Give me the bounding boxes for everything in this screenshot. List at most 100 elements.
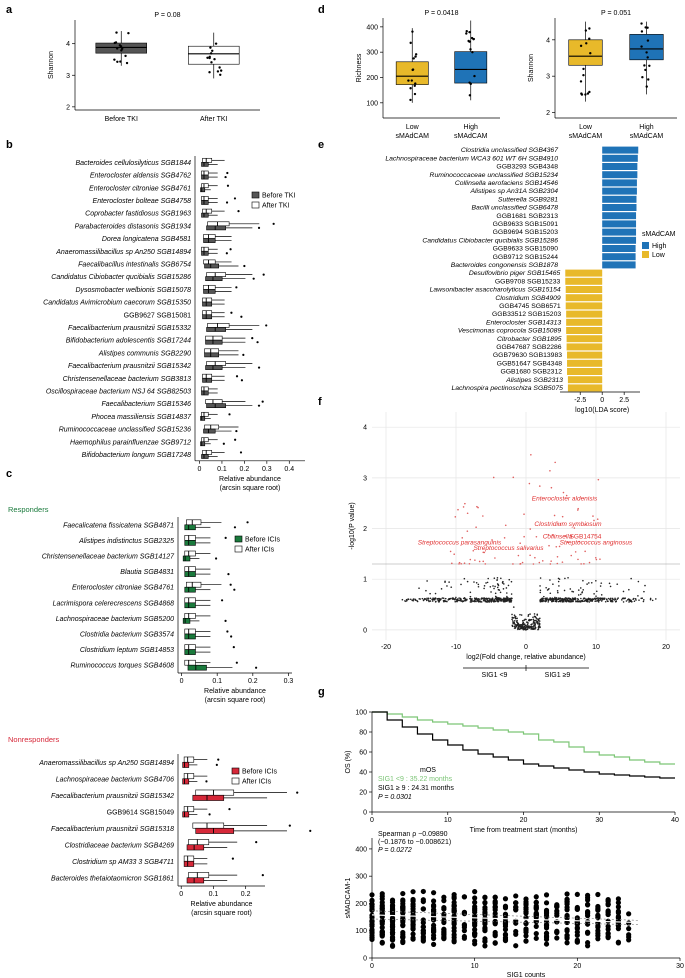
- panel-b-box-before: [200, 187, 206, 193]
- panel-f-point: [559, 523, 562, 525]
- panel-c-nonresponders-box-before: [192, 794, 225, 801]
- panel-f-point: [524, 618, 526, 621]
- panel-b-category-label: Faecalibacillus intestinalis SGB6754: [78, 261, 191, 268]
- panel-g-scatter-point: [554, 903, 560, 910]
- panel-f-point: [449, 550, 452, 553]
- panel-e-bar: [565, 294, 603, 302]
- panel-e-category-label: GGB47687 SGB2286: [496, 344, 562, 351]
- panel-f-point: [486, 581, 489, 584]
- panel-f-point: [582, 579, 584, 582]
- panel-f-y-tick-label: 3: [363, 475, 367, 482]
- panel-b-box-before: [202, 301, 213, 307]
- panel-d-shannon-point: [646, 39, 650, 42]
- panel-c-responders-category-label: Christensenellaceae bacterium SGB14127: [42, 554, 175, 561]
- panel-f-point: [532, 616, 534, 619]
- panel-a-point: [214, 42, 218, 45]
- panel-f-point: [522, 628, 525, 631]
- panel-g-scatter-point: [585, 930, 591, 936]
- panel-f-point: [597, 478, 600, 481]
- panel-f-point: [538, 622, 540, 624]
- panel-c-responders-outlier: [233, 526, 237, 529]
- panel-b-category-label: Candidatus Avimicrobium caecorum SGB1535…: [43, 300, 191, 307]
- panel-c-responders-outlier: [235, 661, 238, 664]
- panel-g-scatter-point: [502, 936, 509, 942]
- panel-f-point: [526, 623, 529, 626]
- panel-b-category-label: Enterocloster bolteae SGB4758: [93, 198, 192, 205]
- panel-f-point: [571, 590, 573, 593]
- panel-f-point: [421, 597, 424, 600]
- panel-b-outlier: [237, 210, 240, 213]
- panel-f-point: [434, 592, 437, 595]
- panel-f-point: [414, 599, 417, 601]
- panel-b-outlier: [256, 341, 259, 344]
- panel-e-bar: [566, 318, 603, 326]
- panel-f-point: [603, 598, 606, 600]
- panel-f-point: [583, 597, 586, 600]
- panel-b-box-before: [200, 441, 206, 447]
- panel-a-point: [206, 56, 209, 59]
- panel-e-category-label: GGB33512 SGB15203: [492, 311, 561, 318]
- panel-f-point: [550, 560, 552, 562]
- panel-f-point: [444, 597, 447, 600]
- panel-c-nonresponders-outlier: [288, 824, 291, 827]
- panel-f-point: [443, 600, 445, 603]
- panel-b-box-after: [201, 196, 209, 201]
- panel-g-scatter-point: [533, 913, 539, 919]
- panel-f-point: [561, 598, 563, 601]
- panel-e-x-tick-label: -2.5: [574, 397, 586, 404]
- panel-g-scatter-point: [441, 919, 447, 926]
- panel-b-outlier: [262, 273, 265, 276]
- panel-g-scatter-point: [543, 910, 550, 917]
- panel-b-box-before: [202, 377, 213, 383]
- panel-f-point: [496, 577, 499, 579]
- panel-g-scatter-fit-line: [371, 914, 639, 924]
- panel-f-y-tick-label: 1: [363, 577, 367, 584]
- panel-g-scatter-point: [615, 919, 622, 926]
- panel-e-category-label: Desulfovibrio piger SGB15465: [469, 270, 561, 277]
- panel-g-scatter-point: [533, 923, 539, 929]
- panel-f-point: [628, 599, 631, 602]
- panel-c-responders-box-after: [184, 613, 196, 619]
- panel-e-category-label: Candidatus Cibiobacter qucibialis SGB152…: [422, 237, 558, 244]
- panel-g-scatter-point: [502, 896, 509, 902]
- panel-c-responders-box-after: [186, 581, 202, 588]
- panel-f-point: [651, 599, 654, 602]
- panel-f-y-tick-label: 4: [363, 425, 367, 432]
- panel-c-responders-legend-label: After ICIs: [245, 547, 275, 554]
- panel-b-category-label: Oscillospiraceae bacterium NSJ 64 SGB825…: [46, 388, 191, 395]
- panel-f-point: [510, 580, 513, 583]
- panel-f-point: [575, 600, 577, 603]
- panel-f-point: [586, 600, 589, 602]
- panel-f-point: [448, 581, 450, 583]
- panel-e-bar: [567, 359, 603, 367]
- panel-c-nonresponders-box-before: [182, 761, 190, 768]
- panel-f-point: [547, 601, 550, 603]
- panel-f-point: [543, 595, 545, 598]
- panel-c-nonresponders-box-before: [186, 877, 205, 884]
- panel-d-richness-box-1: [454, 51, 488, 84]
- panel-f-point: [541, 560, 544, 562]
- panel-f-point: [530, 453, 532, 456]
- panel-f-point: [477, 583, 480, 586]
- panel-d-shannon-point: [582, 67, 585, 71]
- panel-f-point: [526, 621, 528, 623]
- panel-f-point: [583, 563, 585, 565]
- panel-f-point: [599, 585, 602, 587]
- panel-e-category-label: Bacteroides congonensis SGB1878: [451, 262, 559, 269]
- panel-b-outlier: [272, 222, 275, 225]
- panel-f-point: [567, 597, 570, 599]
- panel-f-point: [567, 600, 569, 602]
- panel-f-point: [502, 588, 505, 590]
- panel-c-nonresponders-x-axis-title: (arcsin square root): [191, 910, 252, 917]
- panel-f-annotation: Collinsella: [543, 534, 573, 541]
- panel-f-point: [565, 494, 568, 497]
- panel-f-point: [466, 580, 469, 583]
- panel-f-point: [513, 619, 516, 622]
- panel-f-point: [539, 585, 541, 587]
- panel-f-point: [548, 544, 550, 547]
- panel-f-point: [536, 622, 539, 625]
- panel-f-point: [475, 526, 477, 529]
- panel-f-point: [526, 625, 529, 628]
- panel-b-outlier: [224, 175, 227, 179]
- panel-f-point: [444, 580, 446, 583]
